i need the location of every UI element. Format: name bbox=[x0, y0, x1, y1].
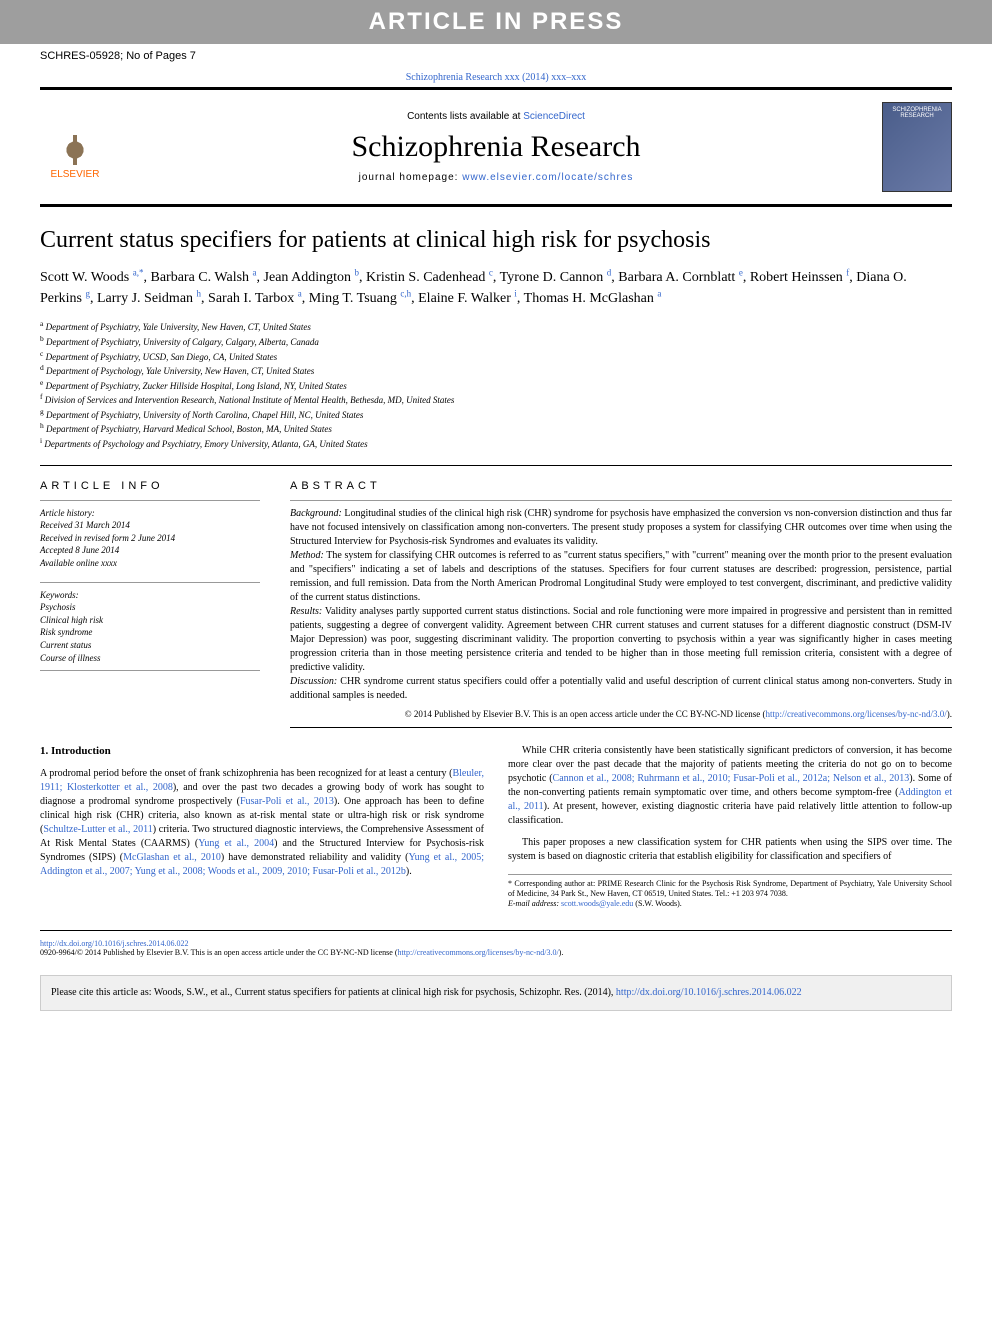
body-text: 1. Introduction A prodromal period befor… bbox=[40, 744, 952, 910]
affiliations-list: a Department of Psychiatry, Yale Univers… bbox=[40, 319, 952, 450]
footer-cc-link[interactable]: http://creativecommons.org/licenses/by-n… bbox=[398, 948, 559, 957]
article-in-press-banner: ARTICLE IN PRESS bbox=[0, 0, 992, 44]
abstract-header: ABSTRACT bbox=[290, 480, 952, 492]
sciencedirect-link[interactable]: ScienceDirect bbox=[523, 111, 585, 122]
authors-list: Scott W. Woods a,*, Barbara C. Walsh a, … bbox=[40, 266, 952, 309]
history-line: Received in revised form 2 June 2014 bbox=[40, 532, 260, 545]
affiliation: d Department of Psychology, Yale Univers… bbox=[40, 363, 952, 378]
author: , Sarah I. Tarbox a bbox=[201, 291, 302, 306]
citation-line: Schizophrenia Research xxx (2014) xxx–xx… bbox=[0, 68, 992, 87]
abstract-section: Method: The system for classifying CHR o… bbox=[290, 549, 952, 605]
abstract-section: Background: Longitudinal studies of the … bbox=[290, 507, 952, 549]
keyword: Clinical high risk bbox=[40, 614, 260, 627]
author: , Elaine F. Walker i bbox=[411, 291, 517, 306]
ref-link[interactable]: Schultze-Lutter et al., 2011 bbox=[43, 824, 152, 835]
elsevier-text: ELSEVIER bbox=[51, 169, 100, 180]
intro-p2: While CHR criteria consistently have bee… bbox=[508, 744, 952, 828]
keyword: Risk syndrome bbox=[40, 626, 260, 639]
affiliation: a Department of Psychiatry, Yale Univers… bbox=[40, 319, 952, 334]
article-info-header: ARTICLE INFO bbox=[40, 480, 260, 492]
affiliation: h Department of Psychiatry, Harvard Medi… bbox=[40, 421, 952, 436]
article-title: Current status specifiers for patients a… bbox=[40, 227, 952, 254]
cite-doi-link[interactable]: http://dx.doi.org/10.1016/j.schres.2014.… bbox=[616, 987, 802, 998]
affiliation: b Department of Psychiatry, University o… bbox=[40, 334, 952, 349]
author-affiliation-sup: a bbox=[253, 267, 257, 277]
copyright-line: © 2014 Published by Elsevier B.V. This i… bbox=[290, 709, 952, 728]
author: , Jean Addington b bbox=[257, 270, 360, 285]
history-line: Received 31 March 2014 bbox=[40, 519, 260, 532]
homepage-link[interactable]: www.elsevier.com/locate/schres bbox=[462, 172, 633, 183]
intro-p3: This paper proposes a new classification… bbox=[508, 836, 952, 864]
doi-link[interactable]: http://dx.doi.org/10.1016/j.schres.2014.… bbox=[40, 939, 189, 948]
cc-license-link[interactable]: http://creativecommons.org/licenses/by-n… bbox=[765, 709, 946, 719]
email-link[interactable]: scott.woods@yale.edu bbox=[561, 899, 633, 908]
author-affiliation-sup: a,* bbox=[133, 267, 144, 277]
homepage-line: journal homepage: www.elsevier.com/locat… bbox=[110, 172, 882, 183]
author: , Robert Heinssen f bbox=[743, 270, 849, 285]
intro-p1: A prodromal period before the onset of f… bbox=[40, 767, 484, 879]
affiliation: i Departments of Psychology and Psychiat… bbox=[40, 436, 952, 451]
contents-line: Contents lists available at ScienceDirec… bbox=[110, 111, 882, 122]
elsevier-tree-icon bbox=[50, 115, 100, 165]
author: , Barbara C. Walsh a bbox=[144, 270, 257, 285]
author-affiliation-sup: c,h bbox=[400, 289, 411, 299]
history-label: Article history: bbox=[40, 507, 260, 520]
copyright-end: ). bbox=[947, 709, 952, 719]
author-affiliation-sup: a bbox=[657, 289, 661, 299]
author: , Barbara A. Cornblatt e bbox=[611, 270, 743, 285]
author: Scott W. Woods a,* bbox=[40, 270, 144, 285]
article-id: SCHRES-05928; No of Pages 7 bbox=[40, 50, 196, 62]
issn-text: 0920-9964/© 2014 Published by Elsevier B… bbox=[40, 948, 398, 957]
journal-center: Contents lists available at ScienceDirec… bbox=[110, 111, 882, 183]
footnote-text: Corresponding author at: PRIME Research … bbox=[508, 879, 952, 898]
affiliation: f Division of Services and Intervention … bbox=[40, 392, 952, 407]
homepage-label: journal homepage: bbox=[359, 172, 463, 183]
copyright-text: © 2014 Published by Elsevier B.V. This i… bbox=[405, 709, 766, 719]
ref-link[interactable]: McGlashan et al., 2010 bbox=[123, 852, 221, 863]
article-history: Article history: Received 31 March 2014R… bbox=[40, 500, 260, 570]
author: , Tyrone D. Cannon d bbox=[493, 270, 611, 285]
author: , Thomas H. McGlashan a bbox=[517, 291, 662, 306]
keyword: Psychosis bbox=[40, 601, 260, 614]
affiliation: c Department of Psychiatry, UCSD, San Di… bbox=[40, 349, 952, 364]
contents-label: Contents lists available at bbox=[407, 111, 523, 122]
abstract-label: Results: bbox=[290, 606, 322, 617]
ref-link[interactable]: Cannon et al., 2008; Ruhrmann et al., 20… bbox=[553, 773, 910, 784]
affiliation: e Department of Psychiatry, Zucker Hills… bbox=[40, 378, 952, 393]
history-line: Available online xxxx bbox=[40, 557, 260, 570]
history-line: Accepted 8 June 2014 bbox=[40, 544, 260, 557]
author: , Larry J. Seidman h bbox=[90, 291, 201, 306]
abstract-section: Results: Validity analyses partly suppor… bbox=[290, 605, 952, 675]
corresponding-footnote: * Corresponding author at: PRIME Researc… bbox=[508, 874, 952, 910]
ref-link[interactable]: Fusar-Poli et al., 2013 bbox=[240, 796, 334, 807]
footer: http://dx.doi.org/10.1016/j.schres.2014.… bbox=[0, 931, 992, 965]
abstract-label: Method: bbox=[290, 550, 324, 561]
intro-header: 1. Introduction bbox=[40, 744, 484, 759]
abstract-body: Background: Longitudinal studies of the … bbox=[290, 500, 952, 703]
keyword: Course of illness bbox=[40, 652, 260, 665]
journal-header-box: ELSEVIER Contents lists available at Sci… bbox=[0, 90, 992, 204]
affiliation: g Department of Psychiatry, University o… bbox=[40, 407, 952, 422]
journal-cover-image bbox=[882, 102, 952, 192]
section-divider-1 bbox=[40, 465, 952, 466]
author: , Kristin S. Cadenhead c bbox=[359, 270, 493, 285]
cite-text: Please cite this article as: Woods, S.W.… bbox=[51, 987, 616, 998]
elsevier-logo: ELSEVIER bbox=[40, 107, 110, 187]
keyword: Current status bbox=[40, 639, 260, 652]
keywords-block: Keywords: PsychosisClinical high riskRis… bbox=[40, 582, 260, 672]
abstract-label: Background: bbox=[290, 508, 342, 519]
abstract-section: Discussion: CHR syndrome current status … bbox=[290, 675, 952, 703]
email-label: E-mail address: bbox=[508, 899, 561, 908]
citation-link[interactable]: Schizophrenia Research xxx (2014) xxx–xx… bbox=[406, 72, 587, 83]
issn-end: ). bbox=[559, 948, 564, 957]
keywords-label: Keywords: bbox=[40, 589, 260, 602]
journal-name: Schizophrenia Research bbox=[110, 130, 882, 164]
citation-box: Please cite this article as: Woods, S.W.… bbox=[40, 975, 952, 1011]
email-name: (S.W. Woods). bbox=[633, 899, 681, 908]
header-info-bar: SCHRES-05928; No of Pages 7 bbox=[0, 44, 992, 68]
author: , Ming T. Tsuang c,h bbox=[302, 291, 411, 306]
ref-link[interactable]: Yung et al., 2004 bbox=[198, 838, 274, 849]
abstract-label: Discussion: bbox=[290, 676, 337, 687]
